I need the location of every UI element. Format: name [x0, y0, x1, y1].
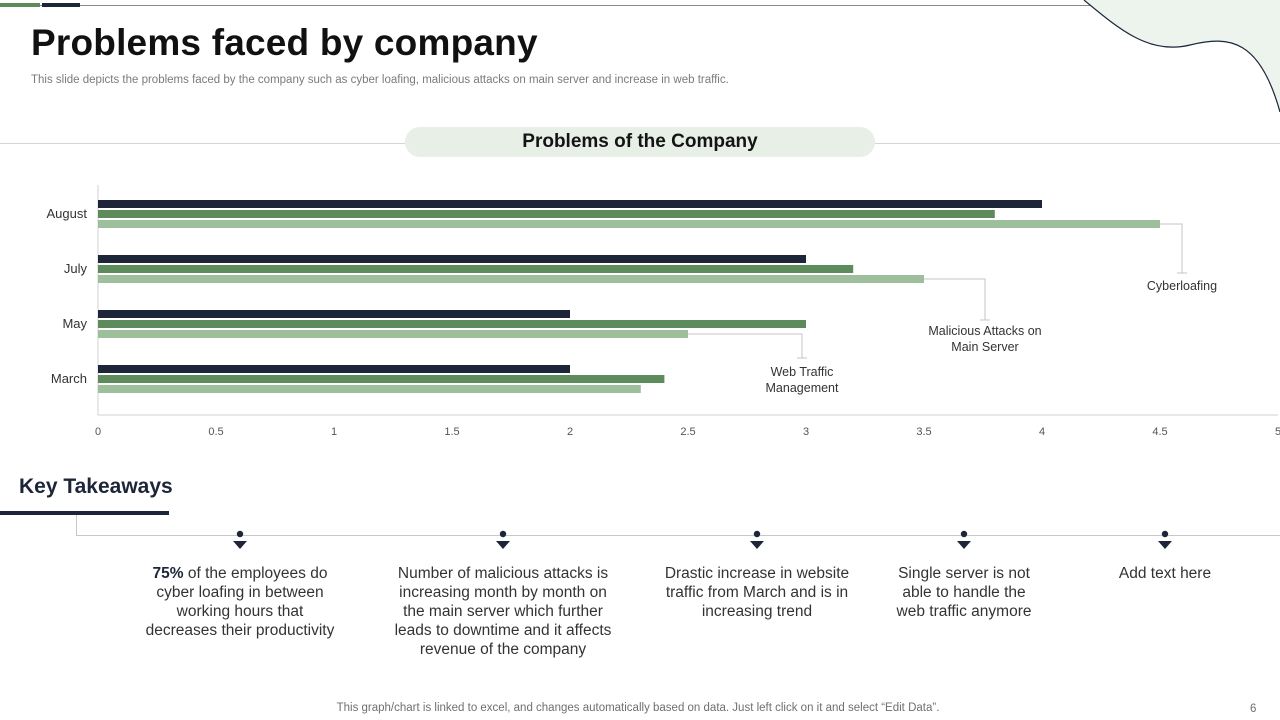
bar — [98, 220, 1160, 228]
takeaway-item: Number of malicious attacks is increasin… — [388, 530, 618, 659]
bar — [98, 330, 688, 338]
x-tick-label: 0 — [95, 426, 101, 438]
x-tick-label: 3.5 — [916, 426, 931, 438]
bar-chart[interactable]: 0 0.5 1 1.5 2 2.5 3 3.5 4 4.5 5 August July May March C… — [0, 170, 1280, 440]
bar — [98, 385, 641, 393]
takeaway-highlight: 75% — [152, 565, 184, 582]
key-takeaways-title: Key Takeaways — [19, 475, 173, 498]
series-callout-label: Cyberloafing — [1147, 279, 1217, 293]
y-category-label: August — [47, 206, 88, 221]
takeaway-text: 75% of the employees do cyber loafing in… — [145, 565, 335, 639]
takeaway-text: Number of malicious attacks is increasin… — [394, 565, 612, 658]
footer-note: This graph/chart is linked to excel, and… — [336, 702, 940, 714]
down-arrow-pin-icon — [1158, 530, 1172, 549]
x-tick-label: 5 — [1275, 426, 1280, 438]
takeaway-item: 75% of the employees do cyber loafing in… — [140, 530, 340, 640]
key-takeaways-bracket — [76, 515, 1280, 536]
down-arrow-pin-icon — [750, 530, 764, 549]
page-subtitle: This slide depicts the problems faced by… — [31, 74, 729, 86]
page-title: Problems faced by company — [31, 22, 538, 63]
takeaway-item: Drastic increase in website traffic from… — [662, 530, 852, 621]
x-tick-label: 2 — [567, 426, 573, 438]
bar — [98, 365, 570, 373]
top-accent-navy — [42, 3, 80, 7]
bar — [98, 320, 806, 328]
callout-leader-line — [1160, 223, 1183, 273]
y-category-label: July — [64, 261, 88, 276]
x-tick-label: 4 — [1039, 426, 1045, 438]
y-category-label: March — [51, 371, 87, 386]
takeaway-item: Single server is not able to handle the … — [889, 530, 1039, 621]
series-callout-label: Malicious Attacks on Main Server — [928, 324, 1041, 354]
chart-title: Problems of the Company — [522, 131, 758, 152]
bar — [98, 210, 995, 218]
bar — [98, 200, 1042, 208]
top-rule — [0, 5, 1280, 6]
callout-leader-line — [924, 278, 986, 320]
bar — [98, 265, 854, 273]
x-tick-label: 0.5 — [208, 426, 223, 438]
key-takeaways-underline — [0, 511, 169, 515]
y-category-label: May — [62, 316, 87, 331]
section-title-pill: Problems of the Company — [405, 127, 875, 157]
page-number: 6 — [1250, 703, 1257, 715]
x-tick-label: 3 — [803, 426, 809, 438]
takeaway-item: Add text here — [1095, 530, 1235, 583]
top-accent-green — [0, 3, 40, 7]
down-arrow-pin-icon — [957, 530, 971, 549]
bar — [98, 275, 924, 283]
x-tick-label: 4.5 — [1152, 426, 1167, 438]
takeaway-text: Single server is not able to handle the … — [896, 565, 1032, 620]
bar — [98, 375, 665, 383]
takeaway-text: Drastic increase in website traffic from… — [664, 565, 850, 620]
down-arrow-pin-icon — [496, 530, 510, 549]
decorative-wave-shape — [1083, 0, 1280, 112]
takeaway-text[interactable]: Add text here — [1118, 565, 1212, 582]
down-arrow-pin-icon — [233, 530, 247, 549]
bar — [98, 310, 570, 318]
series-callout-label: Web Traffic Management — [766, 365, 839, 395]
callout-leader-line — [688, 333, 803, 358]
x-tick-label: 2.5 — [680, 426, 695, 438]
x-tick-label: 1 — [331, 426, 337, 438]
bar — [98, 255, 806, 263]
x-tick-label: 1.5 — [444, 426, 459, 438]
